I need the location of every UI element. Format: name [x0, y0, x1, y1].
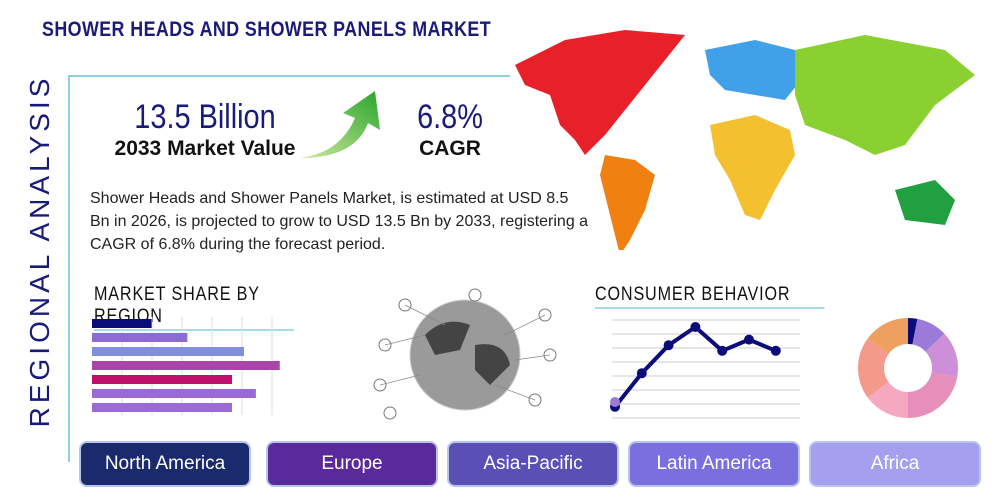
data-point	[690, 322, 701, 332]
consumer-donut-chart	[858, 318, 958, 418]
page-title: SHOWER HEADS AND SHOWER PANELS MARKET	[42, 18, 492, 41]
tab-north-america[interactable]: North America	[79, 441, 251, 487]
data-point	[717, 345, 728, 356]
bar	[92, 389, 256, 398]
consumer-line-chart	[610, 319, 800, 419]
donut-slice	[867, 318, 908, 354]
tab-latin-america[interactable]: Latin America	[628, 441, 800, 487]
bar	[92, 333, 188, 342]
donut-slice	[912, 318, 945, 352]
donut-slice	[925, 333, 958, 378]
bar	[92, 361, 280, 370]
cagr-block: 6.8% CAGR	[395, 98, 505, 161]
growth-arrow-icon	[300, 91, 380, 158]
donut-slice	[908, 372, 958, 418]
market-share-chart	[92, 317, 280, 415]
data-point	[610, 397, 620, 407]
data-point	[663, 340, 674, 351]
tab-europe[interactable]: Europe	[266, 441, 438, 487]
bar	[92, 347, 244, 356]
tab-africa[interactable]: Africa	[809, 441, 981, 487]
bar	[92, 403, 233, 412]
description: Shower Heads and Shower Panels Market, i…	[90, 190, 589, 253]
market-value: 13.5 Billion	[134, 98, 276, 136]
side-label: REGIONAL ANALYSIS	[24, 74, 55, 428]
bar	[92, 375, 233, 384]
cagr-value: 6.8%	[417, 98, 483, 136]
cagr-label: CAGR	[419, 137, 481, 160]
donut-slice	[858, 338, 889, 398]
market-value-label: 2033 Market Value	[114, 137, 296, 160]
donut-slice	[908, 318, 918, 345]
donut-slice	[867, 382, 908, 418]
content-frame	[68, 75, 510, 462]
world-map	[515, 30, 975, 250]
consumer-behavior-title: CONSUMER BEHAVIOR	[595, 284, 825, 309]
bar	[92, 319, 152, 328]
market-value-block: 13.5 Billion 2033 Market Value	[95, 98, 315, 161]
data-point	[770, 345, 781, 356]
data-point	[744, 334, 754, 345]
globe-network-icon	[373, 288, 557, 420]
data-point	[636, 368, 647, 379]
tab-asia-pacific[interactable]: Asia-Pacific	[447, 441, 619, 487]
